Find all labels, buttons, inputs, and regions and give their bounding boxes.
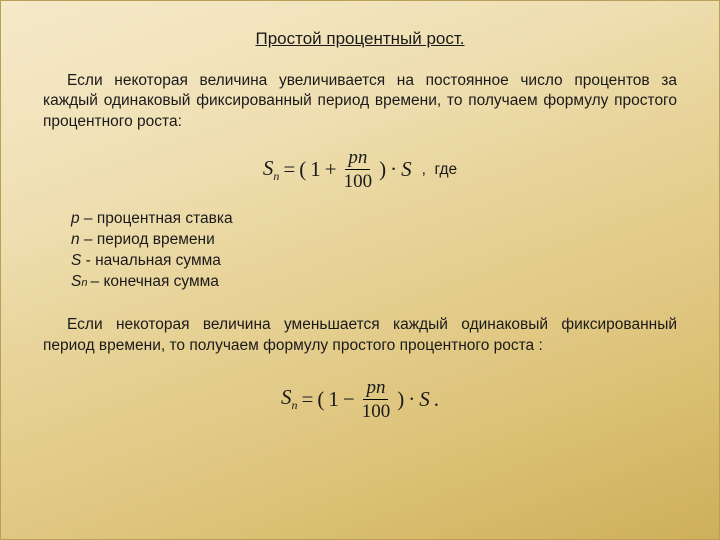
slide-title: Простой процентный рост. [43, 29, 677, 49]
formula-decrease: Sn = ( 1 − pn 100 ) · S . [43, 378, 677, 421]
formula-increase: Sn = ( 1 + pn 100 ) · S , где [43, 148, 677, 191]
slide-container: Простой процентный рост. Если некоторая … [0, 0, 720, 540]
paragraph-decrease: Если некоторая величина уменьшается кажд… [43, 315, 677, 356]
definitions-list: p – процентная ставка n – период времени… [71, 209, 677, 293]
paragraph-increase: Если некоторая величина увеличивается на… [43, 71, 677, 132]
